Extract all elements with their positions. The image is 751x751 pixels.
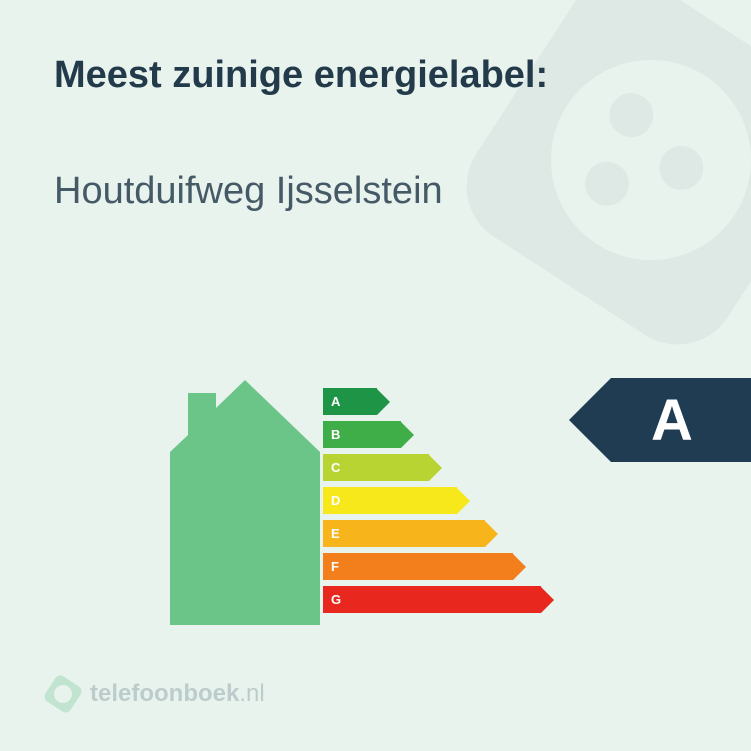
energy-bar-f: F [323, 553, 554, 580]
brand-logo-icon [45, 676, 81, 712]
location-subtitle: Houtduifweg Ijsselstein [54, 170, 443, 213]
brand-text: telefoonboek.nl [90, 680, 265, 708]
energy-bar-label: C [323, 454, 429, 481]
house-icon [170, 380, 320, 625]
energy-bars: ABCDEFG [323, 388, 554, 619]
energy-bar-label: G [323, 586, 541, 613]
energy-bar-label: F [323, 553, 513, 580]
energy-bar-label: D [323, 487, 457, 514]
brand-name-tld: .nl [239, 680, 264, 707]
footer-brand: telefoonboek.nl [48, 679, 265, 709]
energy-label-chart: ABCDEFG [170, 380, 590, 630]
energy-bar-d: D [323, 487, 554, 514]
energy-bar-g: G [323, 586, 554, 613]
page-title: Meest zuinige energielabel: [54, 54, 548, 97]
energy-bar-e: E [323, 520, 554, 547]
energy-bar-label: B [323, 421, 401, 448]
brand-name-bold: telefoonboek [90, 680, 239, 707]
energy-bar-b: B [323, 421, 554, 448]
energy-bar-label: E [323, 520, 485, 547]
result-badge-letter: A [611, 378, 751, 462]
energy-bar-a: A [323, 388, 554, 415]
energy-bar-c: C [323, 454, 554, 481]
result-badge: A [569, 378, 751, 462]
energy-bar-label: A [323, 388, 377, 415]
